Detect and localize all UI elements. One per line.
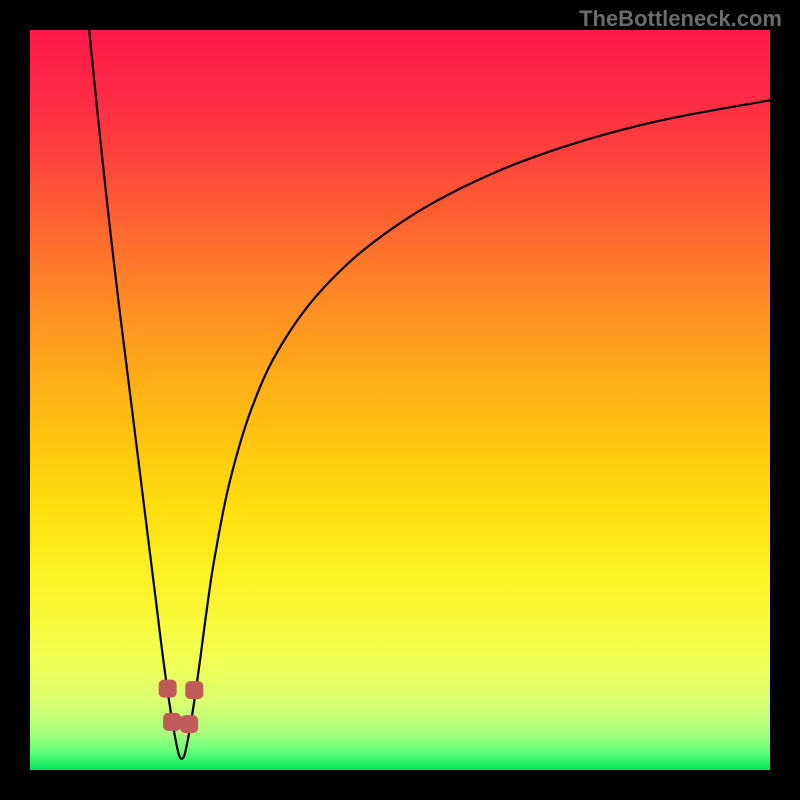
valley-marker	[180, 715, 198, 733]
curve-overlay	[30, 30, 770, 770]
valley-marker	[185, 681, 203, 699]
bottleneck-curve-left	[89, 30, 182, 759]
chart-container: TheBottleneck.com	[0, 0, 800, 800]
valley-marker	[159, 680, 177, 698]
plot-area	[30, 30, 770, 770]
watermark-text: TheBottleneck.com	[579, 6, 782, 32]
valley-marker	[163, 713, 181, 731]
bottleneck-curve-right	[182, 100, 770, 759]
marker-group	[159, 680, 204, 734]
